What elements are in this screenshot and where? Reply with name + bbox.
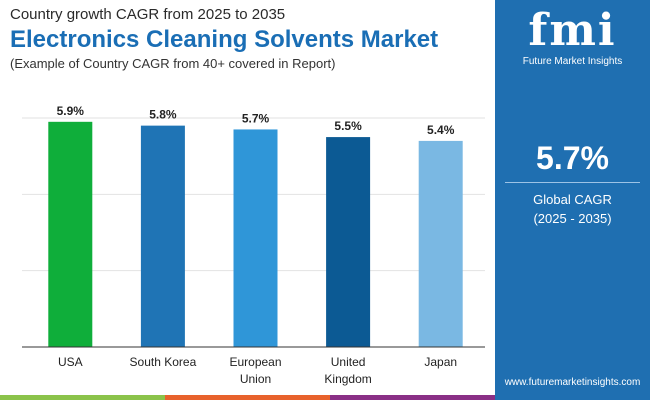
side-panel: fmi Future Market Insights 5.7% Global C… — [495, 0, 650, 400]
fmi-logo: fmi Future Market Insights — [495, 5, 650, 68]
tick-label: European — [229, 355, 281, 369]
tick-label: United — [331, 355, 366, 369]
tick-label: Kingdom — [324, 372, 371, 386]
tick-label: Union — [240, 372, 271, 386]
global-cagr-value: 5.7% — [536, 140, 609, 176]
logo-text: fmi — [528, 5, 617, 56]
data-label: 5.4% — [427, 123, 455, 137]
chart-subtitle: Country growth CAGR from 2025 to 2035 — [10, 6, 286, 23]
data-label: 5.9% — [57, 104, 85, 118]
stripe-green — [0, 395, 165, 400]
chart-title: Electronics Cleaning Solvents Market — [10, 26, 439, 53]
divider — [505, 182, 640, 183]
bar-chart: 5.9% USA 5.8% South Korea 5.7% European Union 5… — [22, 104, 485, 386]
period-text: (2025 - 2035) — [533, 211, 612, 226]
chart-note: (Example of Country CAGR from 40+ covere… — [10, 56, 336, 71]
stripe-purple — [330, 395, 495, 400]
global-cagr-label: Global CAGR (2025 - 2035) — [495, 190, 650, 228]
bar — [233, 129, 278, 347]
tick-label: USA — [58, 355, 83, 369]
data-label: 5.5% — [334, 119, 362, 133]
bar — [418, 140, 463, 347]
bar — [140, 125, 185, 347]
tick-label: South Korea — [130, 355, 197, 369]
bar — [326, 137, 371, 347]
data-label: 5.7% — [242, 111, 270, 125]
data-label: 5.8% — [149, 108, 177, 122]
bar — [48, 121, 93, 347]
website-link[interactable]: www.futuremarketinsights.com — [504, 377, 641, 388]
logo-brand: Future Market Insights — [522, 56, 623, 67]
stripe-orange — [165, 395, 330, 400]
tick-label: Japan — [424, 355, 457, 369]
label-text: Global CAGR — [533, 192, 612, 207]
